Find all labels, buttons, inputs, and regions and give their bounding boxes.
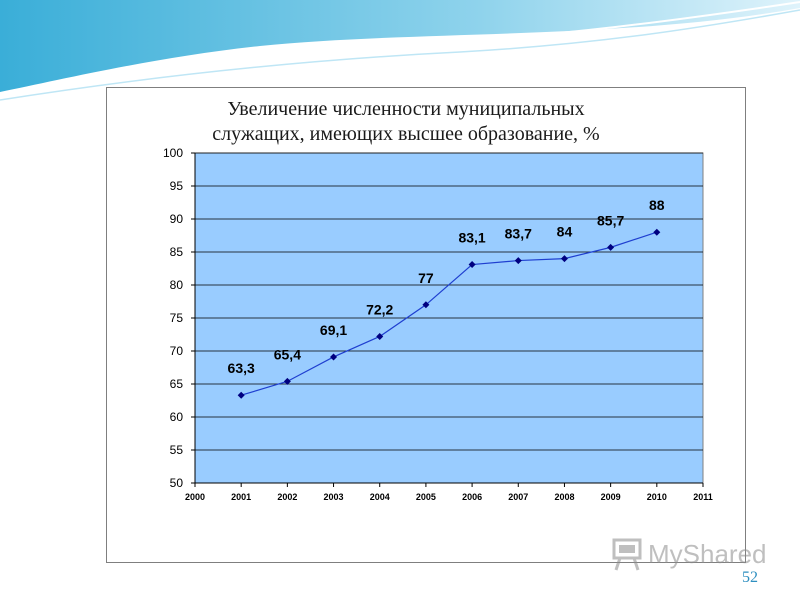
y-tick-label: 50 (170, 476, 184, 490)
chart-title-line-1: Увеличение численности муниципальных (227, 98, 585, 120)
x-tick-label: 2010 (647, 492, 667, 502)
data-label: 83,1 (458, 230, 485, 246)
presentation-board-icon (612, 538, 642, 571)
y-tick-label: 95 (170, 179, 184, 193)
data-label: 85,7 (597, 212, 624, 228)
x-tick-label: 2008 (554, 492, 574, 502)
data-label: 65,4 (274, 346, 301, 362)
data-point (422, 301, 430, 309)
y-tick-label: 85 (170, 245, 184, 259)
x-tick-label: 2009 (601, 492, 621, 502)
watermark-text: MyShared (648, 538, 767, 569)
data-point (653, 228, 661, 236)
y-tick-label: 55 (170, 443, 184, 457)
data-label: 83,7 (505, 226, 532, 242)
y-tick-label: 100 (163, 146, 183, 160)
y-tick-label: 90 (170, 212, 184, 226)
chart-title: Увеличение численности муниципальных слу… (106, 97, 706, 147)
data-point (560, 255, 568, 263)
x-tick-label: 2002 (277, 492, 297, 502)
y-tick-label: 75 (170, 311, 184, 325)
data-point (237, 391, 245, 399)
data-label: 72,2 (366, 301, 393, 317)
data-point (376, 332, 384, 340)
data-point (283, 377, 291, 385)
watermark: MyShared (610, 536, 767, 572)
x-tick-label: 2006 (462, 492, 482, 502)
chart-title-line-2: служащих, имеющих высшее образование, % (212, 123, 600, 145)
y-tick-label: 65 (170, 377, 184, 391)
y-tick-label: 60 (170, 410, 184, 424)
y-tick-label: 80 (170, 278, 184, 292)
x-tick-label: 2011 (693, 492, 713, 502)
x-tick-label: 2000 (185, 492, 205, 502)
x-tick-label: 2001 (231, 492, 251, 502)
header-wave-decoration (0, 0, 800, 101)
data-point (330, 353, 338, 361)
data-label: 63,3 (228, 360, 255, 376)
series-line (241, 231, 658, 396)
x-tick-label: 2005 (416, 492, 436, 502)
data-label: 88 (649, 197, 665, 213)
y-tick-label: 70 (170, 344, 184, 358)
data-label: 84 (557, 224, 573, 240)
data-point (468, 261, 476, 269)
data-label: 69,1 (320, 322, 347, 338)
data-label: 77 (418, 270, 434, 286)
data-point (514, 257, 522, 265)
x-tick-label: 2003 (324, 492, 344, 502)
x-tick-label: 2004 (370, 492, 390, 502)
slide-number: 52 (742, 569, 758, 586)
x-tick-label: 2007 (508, 492, 528, 502)
data-point (607, 243, 615, 251)
